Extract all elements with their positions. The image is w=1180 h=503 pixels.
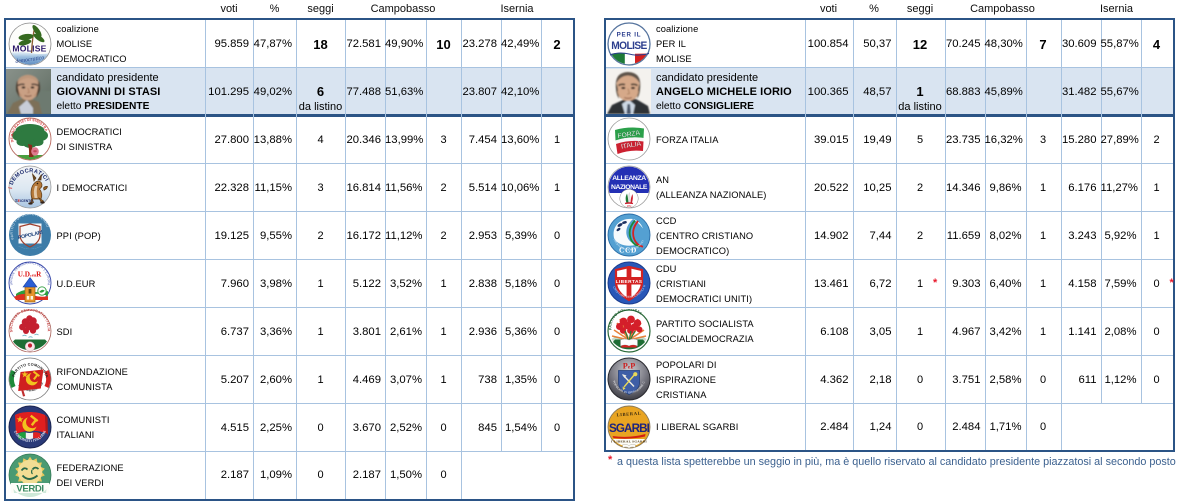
svg-text:NAZIONALE: NAZIONALE [611, 184, 648, 191]
svg-text:ALLEANZA: ALLEANZA [612, 175, 646, 182]
svg-text:LIBERTAS: LIBERTAS [616, 279, 643, 285]
svg-text:democratico: democratico [15, 55, 45, 65]
svg-text:I LIBERAL SGARBI: I LIBERAL SGARBI [611, 439, 647, 443]
svg-text:U.D.euR: U.D.euR [17, 271, 41, 279]
svg-text:VERDI: VERDI [16, 483, 44, 494]
svg-text:ITALIA: ITALIA [621, 141, 642, 151]
svg-text:MSI: MSI [627, 204, 632, 208]
svg-text:SGARBI: SGARBI [609, 420, 650, 434]
svg-text:PER IL: PER IL [617, 31, 642, 38]
svg-text:SEICENTO: SEICENTO [15, 198, 33, 203]
svg-text:PeP: PeP [623, 362, 635, 371]
svg-text:FORZA: FORZA [617, 130, 641, 140]
svg-text:MOLISE: MOLISE [611, 40, 647, 51]
svg-text:LIBERAL: LIBERAL [616, 410, 641, 417]
svg-text:POPOLARI: POPOLARI [17, 230, 43, 242]
svg-text:MOLISE: MOLISE [12, 43, 46, 53]
svg-text:CCD: CCD [619, 246, 637, 255]
